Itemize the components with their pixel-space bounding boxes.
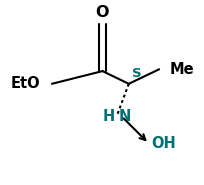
- Text: S: S: [131, 67, 141, 80]
- Text: N: N: [118, 109, 130, 124]
- Text: O: O: [95, 5, 109, 20]
- Text: H: H: [102, 109, 114, 124]
- Text: EtO: EtO: [10, 76, 40, 91]
- Text: OH: OH: [150, 136, 175, 151]
- Text: Me: Me: [169, 62, 193, 77]
